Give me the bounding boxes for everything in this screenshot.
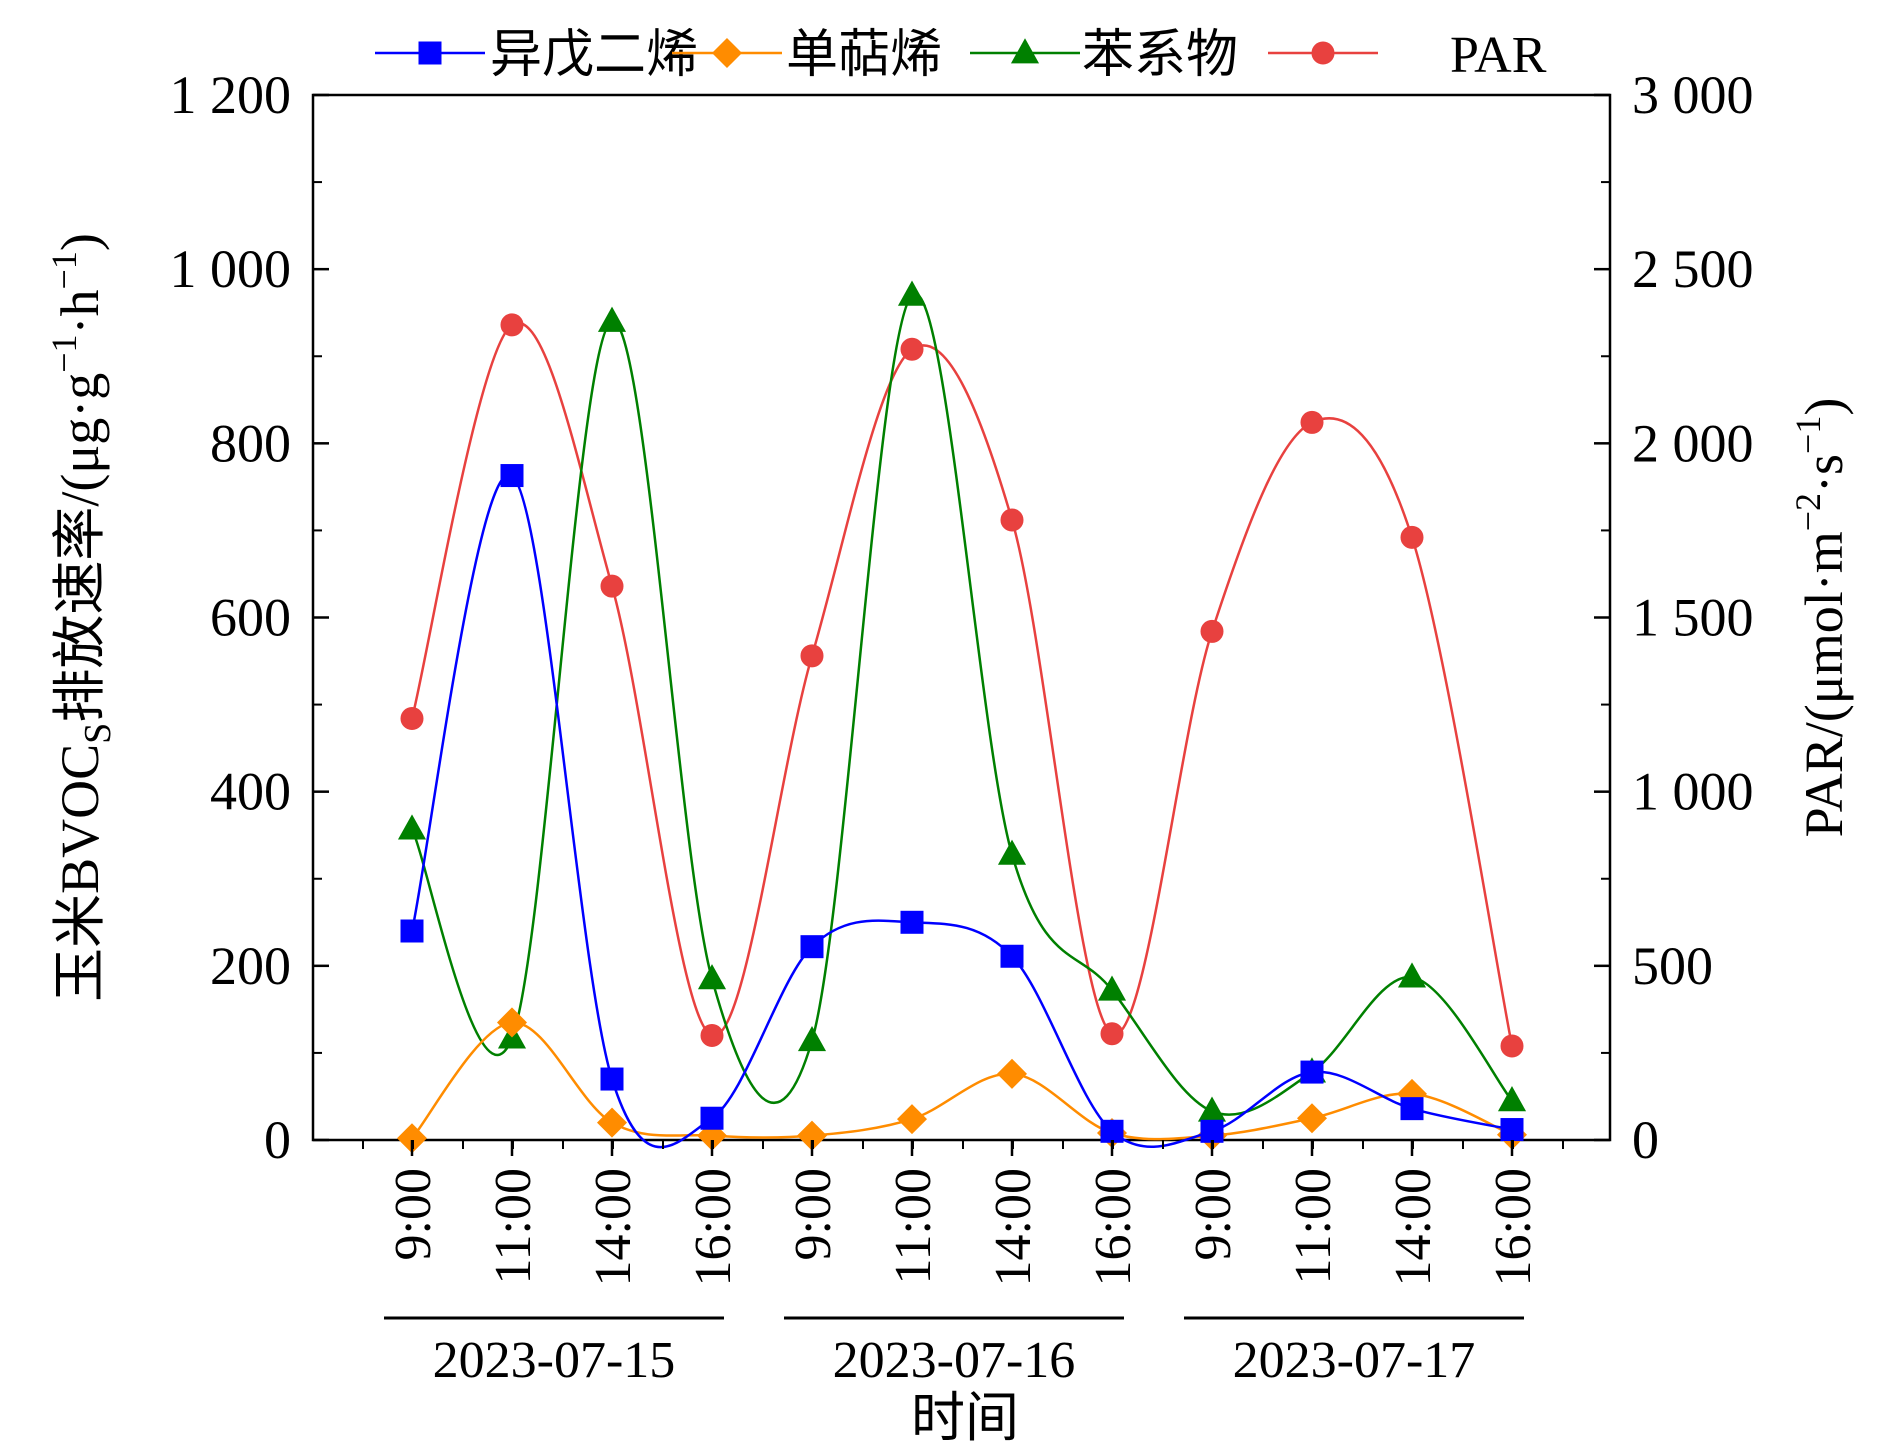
data-point-circle: [800, 644, 824, 668]
data-point-square: [1400, 1097, 1424, 1121]
data-point-triangle: [1397, 962, 1427, 988]
x-tick-label: 9:00: [1185, 1168, 1242, 1260]
x-tick-label: 16:00: [685, 1168, 742, 1286]
x-tick-label: 11:00: [1285, 1168, 1342, 1285]
data-point-circle: [400, 707, 424, 731]
right-tick-label: 500: [1632, 936, 1713, 996]
x-tick-label: 16:00: [1085, 1168, 1142, 1286]
x-tick-label: 9:00: [785, 1168, 842, 1260]
series-line: [411, 1021, 1513, 1141]
x-tick-label: 14:00: [585, 1168, 642, 1286]
data-point-square: [600, 1067, 624, 1091]
x-tick-label: 11:00: [885, 1168, 942, 1285]
left-tick-label: 1 000: [170, 239, 292, 299]
series-triangle-group: [397, 280, 1527, 1122]
legend-label: 单萜烯: [786, 27, 942, 84]
data-point-square: [900, 910, 924, 934]
data-point-square: [400, 919, 424, 943]
series-line: [410, 321, 1514, 1047]
legend-item: 单萜烯: [672, 27, 942, 84]
data-point-diamond: [496, 1007, 528, 1038]
left-tick-label: 1 200: [170, 65, 292, 125]
x-axis: 9:00 11:00 14:00 16:00 9:00 11:00 14:00 16:00 9:…: [362, 1140, 1564, 1446]
data-point-square: [1500, 1118, 1524, 1142]
series-circle-group: [400, 313, 1524, 1058]
legend-item: PAR: [1268, 27, 1547, 84]
legend: 异戊二烯 单萜烯 苯系物 PAR: [375, 27, 1547, 84]
series-square-group: [400, 464, 1524, 1149]
legend-item: 苯系物: [970, 27, 1238, 84]
left-tick-label: 400: [210, 762, 291, 822]
data-point-circle: [500, 313, 524, 337]
left-tick-label: 800: [210, 413, 291, 473]
right-axis: 0 500 1 000 1 500 2 000 2 500 3 000 PAR/(μmol·m…: [1594, 65, 1854, 1170]
data-point-circle: [900, 337, 924, 361]
right-tick-label: 0: [1632, 1110, 1659, 1170]
date-group-label: 2023-07-16: [833, 1332, 1076, 1389]
series-line: [410, 473, 1513, 1149]
data-point-square: [700, 1106, 724, 1130]
data-point-circle: [600, 574, 624, 598]
data-point-circle: [700, 1024, 724, 1047]
x-tick-label: 9:00: [385, 1168, 442, 1260]
data-point-triangle: [1497, 1086, 1527, 1112]
data-point-square: [500, 464, 524, 488]
right-tick-label: 3 000: [1632, 65, 1754, 125]
legend-item: 异戊二烯: [375, 27, 698, 84]
right-tick-label: 2 000: [1632, 413, 1754, 473]
data-point-diamond: [996, 1058, 1028, 1089]
data-point-square: [800, 935, 824, 959]
data-point-diamond: [896, 1104, 928, 1135]
x-axis-title: 时间: [911, 1388, 1019, 1446]
data-point-triangle: [597, 306, 627, 332]
left-tick-label: 600: [210, 588, 291, 648]
series-diamond-group: [396, 1007, 1528, 1154]
data-point-circle: [1100, 1022, 1124, 1046]
data-point-triangle: [797, 1025, 827, 1052]
right-tick-label: 1 000: [1632, 762, 1754, 822]
data-point-square: [1200, 1119, 1224, 1143]
data-point-circle: [1500, 1034, 1524, 1058]
right-tick-label: 2 500: [1632, 239, 1754, 299]
date-group-label: 2023-07-17: [1233, 1332, 1476, 1389]
left-tick-label: 0: [264, 1110, 291, 1170]
right-tick-label: 1 500: [1632, 588, 1754, 648]
left-tick-label: 200: [210, 936, 291, 996]
x-tick-label: 16:00: [1485, 1168, 1542, 1286]
data-point-square: [1100, 1119, 1124, 1143]
data-point-triangle: [697, 964, 727, 990]
data-point-square: [418, 41, 442, 65]
data-point-square: [1300, 1060, 1324, 1084]
data-point-circle: [1300, 410, 1324, 434]
legend-label: PAR: [1450, 27, 1547, 84]
data-point-diamond: [711, 37, 743, 69]
data-point-circle: [1200, 619, 1224, 643]
data-point-diamond: [1296, 1103, 1328, 1134]
left-axis-title: 玉米BVOCS排放速率/(μg·g−1·h−1): [44, 233, 119, 1002]
x-tick-label: 14:00: [985, 1168, 1042, 1286]
data-point-triangle: [1197, 1096, 1227, 1122]
data-point-triangle: [397, 814, 427, 840]
x-tick-label: 14:00: [1385, 1168, 1442, 1286]
data-point-triangle: [1010, 38, 1040, 64]
data-point-diamond: [596, 1107, 628, 1138]
data-point-circle: [1000, 508, 1024, 532]
data-point-triangle: [897, 280, 927, 306]
series-line: [410, 292, 1513, 1116]
data-point-triangle: [1097, 975, 1127, 1001]
legend-label: 异戊二烯: [490, 27, 698, 84]
data-point-triangle: [997, 839, 1027, 865]
series-layer: [396, 280, 1528, 1154]
data-point-circle: [1400, 525, 1424, 549]
right-axis-title: PAR/(μmol·m−2·s−1): [1788, 398, 1854, 838]
data-point-square: [1000, 944, 1024, 968]
left-axis: 0 200 400 600 800 1 000 1 200 玉米BVOCS排放速率/(μg·g…: [44, 65, 329, 1170]
date-group-label: 2023-07-15: [433, 1332, 676, 1389]
x-tick-label: 11:00: [485, 1168, 542, 1285]
legend-label: 苯系物: [1082, 27, 1238, 84]
data-point-circle: [1311, 41, 1335, 65]
